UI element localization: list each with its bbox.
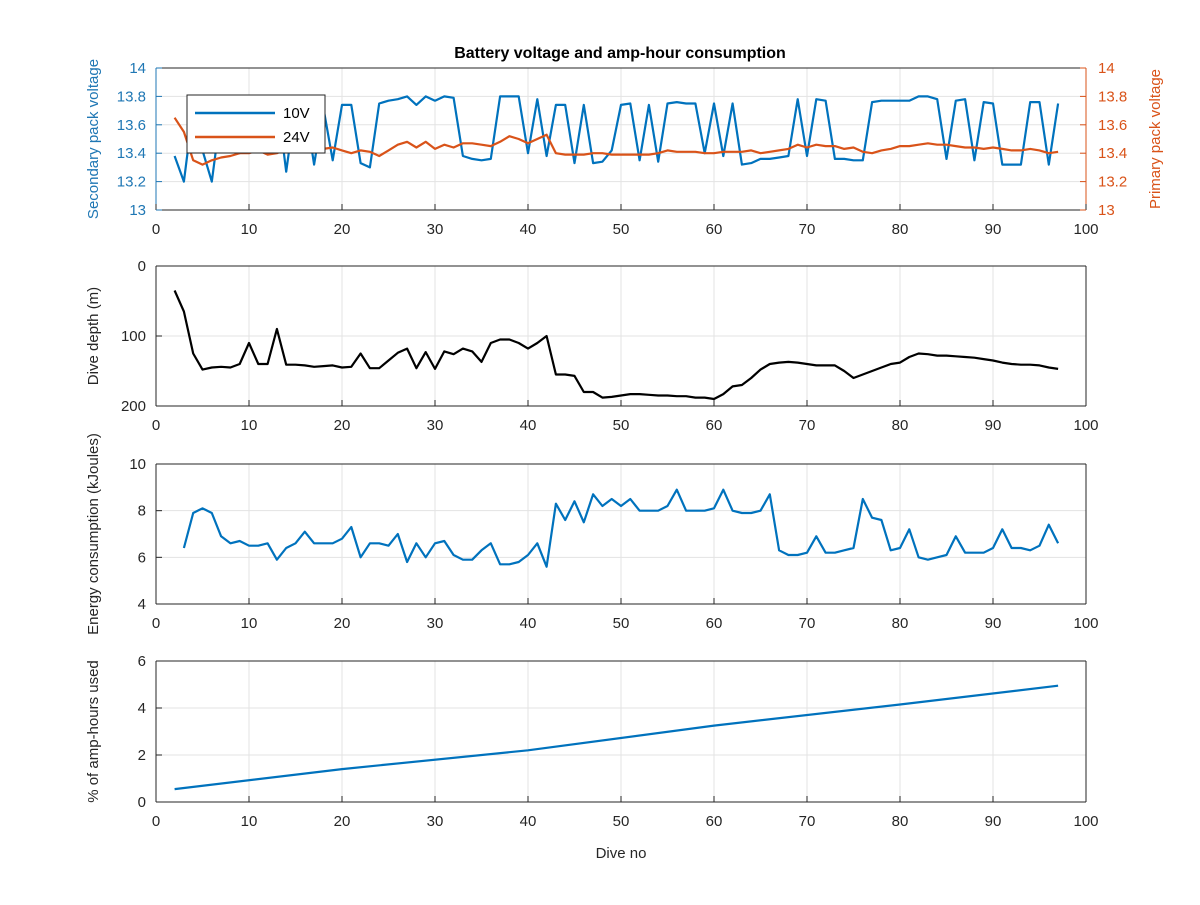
x-tick-label: 0: [152, 417, 160, 434]
x-tick-label: 20: [334, 615, 351, 632]
x-tick-label: 30: [427, 221, 444, 238]
series-line-1: [182, 488, 1060, 568]
x-tick-label: 90: [985, 615, 1002, 632]
y-tick-label: 10: [129, 456, 146, 473]
x-tick-label: 90: [985, 417, 1002, 434]
x-tick-label: 90: [985, 221, 1002, 238]
y-tick-label: 100: [121, 328, 146, 345]
x-tick-label: 20: [334, 417, 351, 434]
y-right-tick-label: 14: [1098, 60, 1115, 77]
x-tick-label: 30: [427, 615, 444, 632]
x-tick-label: 60: [706, 221, 723, 238]
y-right-tick-label: 13.4: [1098, 145, 1127, 162]
y-tick-label: 13.2: [117, 174, 146, 191]
subplot-2: 0 10 20 30 40 50 60 70 80 90 100 0 100 200 Dive depth …: [85, 258, 1099, 434]
x-tick-label: 50: [613, 221, 630, 238]
y-axis-label: % of amp-hours used: [85, 660, 102, 803]
x-tick-label: 0: [152, 221, 160, 238]
x-tick-label: 20: [334, 813, 351, 830]
x-tick-label: 0: [152, 813, 160, 830]
y-axis-right-label: Primary pack voltage: [1147, 69, 1164, 209]
x-tick-label: 0: [152, 615, 160, 632]
y-tick-label: 4: [138, 700, 146, 717]
y-tick-label: 13.8: [117, 88, 146, 105]
x-tick-label: 80: [892, 221, 909, 238]
y-tick-label: 0: [138, 794, 146, 811]
x-tick-label: 70: [799, 813, 816, 830]
subplot-3: 0 10 20 30 40 50 60 70 80 90 100 4 6 8 10 Energy consum…: [85, 433, 1099, 635]
x-tick-label: 30: [427, 813, 444, 830]
x-tick-label: 60: [706, 417, 723, 434]
subplot-4: 0 10 20 30 40 50 60 70 80 90 100 0 2 4 6 % of amp-hours…: [85, 653, 1099, 862]
y-tick-label: 13: [129, 202, 146, 219]
x-tick-label: 50: [613, 417, 630, 434]
y-tick-label: 200: [121, 398, 146, 415]
x-tick-label: 70: [799, 221, 816, 238]
x-tick-label: 80: [892, 813, 909, 830]
y-tick-label: 13.6: [117, 117, 146, 134]
x-tick-label: 80: [892, 417, 909, 434]
x-tick-label: 80: [892, 615, 909, 632]
y-right-tick-label: 13.2: [1098, 174, 1127, 191]
x-tick-label: 100: [1073, 221, 1098, 238]
x-tick-label: 50: [613, 813, 630, 830]
y-tick-label: 8: [138, 503, 146, 520]
series-line-1: [174, 684, 1059, 791]
x-tick-label: 70: [799, 615, 816, 632]
x-tick-label: 10: [241, 615, 258, 632]
x-tick-label: 50: [613, 615, 630, 632]
y-axis-label: Dive depth (m): [85, 287, 102, 385]
x-axis-label: Dive no: [596, 845, 647, 862]
x-tick-label: 60: [706, 813, 723, 830]
legend-label-24v: 24V: [283, 129, 310, 146]
x-tick-label: 60: [706, 615, 723, 632]
legend-box: [186, 94, 326, 154]
y-tick-label: 6: [138, 653, 146, 670]
y-tick-label: 13.4: [117, 145, 146, 162]
figure-title: Battery voltage and amp-hour consumption: [454, 45, 786, 62]
x-tick-label: 70: [799, 417, 816, 434]
y-tick-label: 2: [138, 747, 146, 764]
y-tick-label: 6: [138, 549, 146, 566]
y-axis-label: Energy consumption (kJoules): [85, 433, 102, 635]
legend-label-10v: 10V: [283, 105, 310, 122]
x-tick-label: 100: [1073, 615, 1098, 632]
x-tick-label: 100: [1073, 417, 1098, 434]
x-tick-label: 40: [520, 615, 537, 632]
y-axis-label: Secondary pack voltage: [85, 59, 102, 219]
x-tick-label: 40: [520, 813, 537, 830]
x-tick-label: 10: [241, 813, 258, 830]
x-tick-label: 10: [241, 417, 258, 434]
y-tick-label: 4: [138, 596, 146, 613]
y-right-tick-label: 13.8: [1098, 88, 1127, 105]
x-tick-label: 90: [985, 813, 1002, 830]
y-tick-label: 14: [129, 60, 146, 77]
series-line-1: [173, 290, 1059, 401]
y-right-tick-label: 13.6: [1098, 117, 1127, 134]
x-tick-label: 30: [427, 417, 444, 434]
subplot-1: 0 10 20 30 40 50 60 70 80 90 1001313.213.413.613.8…: [85, 59, 1164, 238]
x-tick-label: 10: [241, 221, 258, 238]
y-tick-label: 0: [138, 258, 146, 275]
x-tick-label: 40: [520, 221, 537, 238]
y-right-tick-label: 13: [1098, 202, 1115, 219]
x-tick-label: 40: [520, 417, 537, 434]
x-tick-label: 20: [334, 221, 351, 238]
x-tick-label: 100: [1073, 813, 1098, 830]
